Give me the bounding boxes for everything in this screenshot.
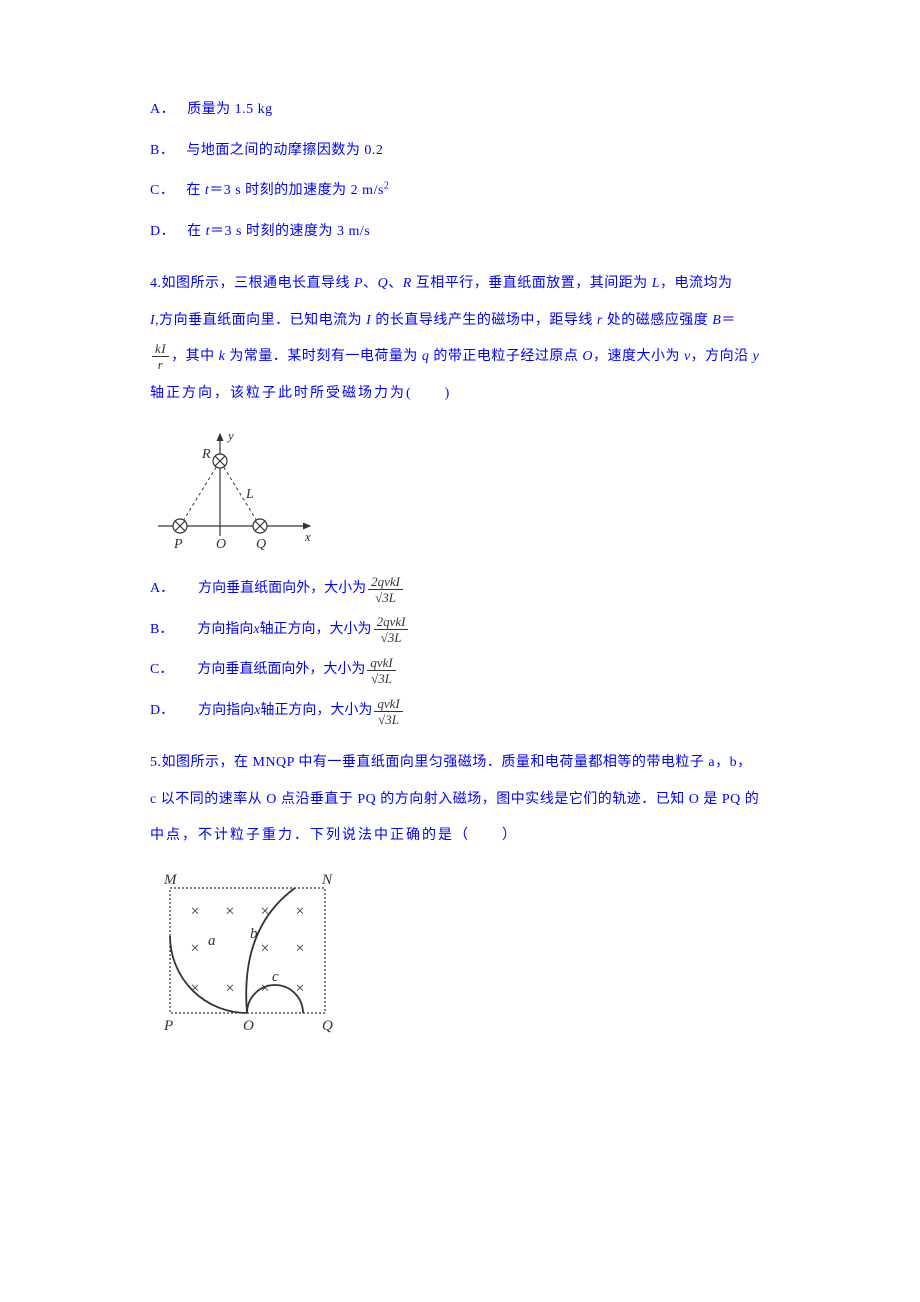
q5d-b: b bbox=[250, 926, 258, 942]
opt-a-label: A． bbox=[150, 102, 175, 117]
svg-text:×: × bbox=[295, 903, 304, 920]
q4-t1e: ，电流均为 bbox=[660, 276, 733, 291]
q5-stem: 5.如图所示，在 MNQP 中有一垂直纸面向里匀强磁场．质量和电荷量都相等的带电… bbox=[150, 745, 800, 854]
q4-d-num: qvkI bbox=[374, 697, 402, 712]
q5-l3: 中点，不计粒子重力．下列说法中正确的是（ ） bbox=[150, 828, 518, 843]
q4-t4: 轴正方向，该粒子此时所受磁场力为( ) bbox=[150, 386, 451, 401]
q4-b-label: B． bbox=[150, 610, 173, 651]
q4-a-text: 方向垂直纸面向外，大小为 bbox=[198, 569, 366, 610]
opt-d-prefix: 在 bbox=[187, 224, 206, 239]
q4-d-denL: L bbox=[392, 712, 399, 727]
q4-p: P bbox=[354, 276, 363, 291]
q4d-R: R bbox=[201, 447, 211, 462]
opt-b-text: 与地面之间的动摩擦因数为 0.2 bbox=[186, 143, 383, 158]
q5d-c: c bbox=[272, 969, 279, 985]
q4-t3c: 的带正电粒子经过原点 bbox=[429, 349, 582, 364]
opt-c-prefix: 在 bbox=[186, 183, 205, 198]
q4-b-denL: L bbox=[394, 630, 401, 645]
q5-l1: 5.如图所示，在 MNQP 中有一垂直纸面向里匀强磁场．质量和电荷量都相等的带电… bbox=[150, 755, 752, 770]
q4-t3a: ，其中 bbox=[171, 349, 219, 364]
q4-q: Q bbox=[378, 276, 389, 291]
opt-b-label: B． bbox=[150, 143, 174, 158]
q4d-y: y bbox=[226, 428, 234, 443]
svg-text:×: × bbox=[190, 903, 199, 920]
q4-c-num: qvkI bbox=[367, 656, 395, 671]
q3-option-a: A． 质量为 1.5 kg bbox=[150, 90, 800, 131]
q4-t3b: 为常量．某时刻有一电荷量为 bbox=[225, 349, 422, 364]
q4-t1c: 、 bbox=[388, 276, 403, 291]
q4-L: L bbox=[652, 276, 660, 291]
q4d-O: O bbox=[216, 537, 226, 552]
q4-option-a: A． 方向垂直纸面向外，大小为 2qvkI √3L bbox=[150, 569, 800, 610]
opt-d-rest: ＝3 s 时刻的速度为 3 m/s bbox=[210, 224, 370, 239]
q4-t3d: ，速度大小为 bbox=[593, 349, 684, 364]
svg-text:×: × bbox=[190, 940, 199, 957]
q4-a-num: 2qvkI bbox=[368, 575, 403, 590]
q4-r: R bbox=[403, 276, 412, 291]
q5d-a: a bbox=[208, 933, 216, 949]
q4-frac-den: r bbox=[152, 357, 169, 371]
q4-t2c: 的长直导线产生的磁场中，距导线 bbox=[371, 313, 597, 328]
q4-B: B bbox=[712, 313, 721, 328]
q4-option-c: C． 方向垂直纸面向外，大小为 qvkI √3L bbox=[150, 650, 800, 691]
q5d-O: O bbox=[243, 1018, 254, 1034]
q4-d-frac: qvkI √3L bbox=[374, 697, 402, 726]
q5d-P: P bbox=[163, 1018, 173, 1034]
q4-t1a: 4.如图所示，三根通电长直导线 bbox=[150, 276, 354, 291]
q4-frac-num: kI bbox=[152, 342, 169, 357]
q4-y: y bbox=[753, 349, 760, 364]
q4d-Q: Q bbox=[256, 537, 266, 552]
q4-d-text1: 方向指向 bbox=[198, 691, 254, 732]
q4-a-label: A． bbox=[150, 569, 174, 610]
q4-t2b: ,方向垂直纸面向里．已知电流为 bbox=[155, 313, 366, 328]
q4-c-frac: qvkI √3L bbox=[367, 656, 395, 685]
q4-v: v bbox=[684, 349, 691, 364]
q4-diagram: P O Q R L x y bbox=[150, 426, 800, 561]
q5-l2: c 以不同的速率从 O 点沿垂直于 PQ 的方向射入磁场，图中实线是它们的轨迹．… bbox=[150, 792, 759, 807]
svg-text:×: × bbox=[260, 940, 269, 957]
svg-text:×: × bbox=[225, 903, 234, 920]
q4-O: O bbox=[582, 349, 593, 364]
q4-option-b: B． 方向指向 x 轴正方向，大小为 2qvkI √3L bbox=[150, 610, 800, 651]
q4-b-num: 2qvkI bbox=[374, 615, 409, 630]
q4-t1b: 、 bbox=[363, 276, 378, 291]
svg-text:×: × bbox=[225, 980, 234, 997]
svg-text:×: × bbox=[260, 903, 269, 920]
q4-b-frac: 2qvkI √3L bbox=[374, 615, 409, 644]
q3-option-b: B． 与地面之间的动摩擦因数为 0.2 bbox=[150, 131, 800, 172]
q4-c-text: 方向垂直纸面向外，大小为 bbox=[197, 650, 365, 691]
q3-option-d: D． 在 t＝3 s 时刻的速度为 3 m/s bbox=[150, 212, 800, 253]
q4-a-denL: L bbox=[389, 590, 396, 605]
q5d-M: M bbox=[163, 872, 178, 888]
q4-b-text1: 方向指向 bbox=[197, 610, 253, 651]
q4-c-denL: L bbox=[385, 671, 392, 686]
opt-c-mid: ＝3 s 时刻的加速度为 2 m/s bbox=[209, 183, 384, 198]
q4-eq: ＝ bbox=[721, 313, 736, 328]
q5d-N: N bbox=[321, 872, 333, 888]
q4-fraction: kI r bbox=[152, 342, 169, 371]
q4-c-label: C． bbox=[150, 650, 173, 691]
opt-d-label: D． bbox=[150, 224, 175, 239]
opt-a-text: 质量为 1.5 kg bbox=[187, 102, 273, 117]
q4-d-label: D． bbox=[150, 691, 174, 732]
q4-b-text2: 轴正方向，大小为 bbox=[260, 610, 372, 651]
q4-d-text2: 轴正方向，大小为 bbox=[260, 691, 372, 732]
opt-c-label: C． bbox=[150, 183, 174, 198]
q5-diagram: ×××× ××× ×××× M N P Q O a b bbox=[150, 868, 800, 1043]
opt-c-sup: 2 bbox=[384, 181, 390, 192]
q4-a-frac: 2qvkI √3L bbox=[368, 575, 403, 604]
q3-option-c: C． 在 t＝3 s 时刻的加速度为 2 m/s2 bbox=[150, 171, 800, 212]
q5d-Q: Q bbox=[322, 1018, 333, 1034]
q4d-P: P bbox=[173, 537, 183, 552]
q4-t3e: ，方向沿 bbox=[691, 349, 753, 364]
q4-t1d: 互相平行，垂直纸面放置，其间距为 bbox=[412, 276, 652, 291]
q4-t2d: 处的磁感应强度 bbox=[603, 313, 713, 328]
svg-text:×: × bbox=[295, 940, 304, 957]
q4-stem: 4.如图所示，三根通电长直导线 P、Q、R 互相平行，垂直纸面放置，其间距为 L… bbox=[150, 266, 800, 412]
q4d-x: x bbox=[304, 529, 311, 544]
q4d-L: L bbox=[245, 487, 254, 502]
q4-option-d: D． 方向指向 x 轴正方向，大小为 qvkI √3L bbox=[150, 691, 800, 732]
